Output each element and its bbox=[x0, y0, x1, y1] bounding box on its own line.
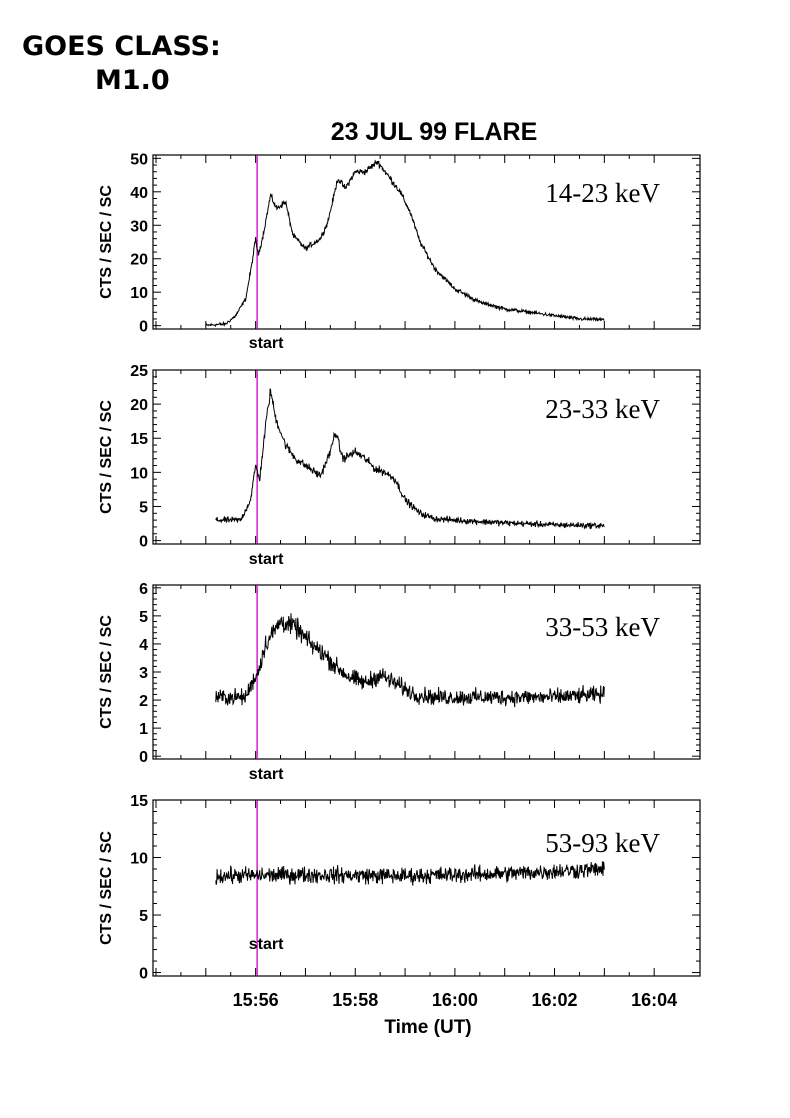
y-tick-label: 0 bbox=[139, 534, 148, 551]
y-tick-label: 25 bbox=[130, 363, 148, 380]
y-tick-label: 5 bbox=[139, 499, 148, 516]
goes-class-title: GOES CLASS: bbox=[22, 31, 221, 62]
y-tick-label: 30 bbox=[130, 218, 148, 235]
y-tick-label: 2 bbox=[139, 693, 148, 710]
y-tick-label: 0 bbox=[139, 319, 148, 336]
y-tick-label: 4 bbox=[139, 637, 148, 654]
y-tick-label: 50 bbox=[130, 151, 148, 168]
x-axis-label: Time (UT) bbox=[384, 1017, 471, 1038]
x-tick-label: 16:04 bbox=[631, 990, 677, 1010]
y-tick-label: 5 bbox=[139, 609, 148, 626]
data-trace bbox=[215, 861, 605, 886]
chart-title: 23 JUL 99 FLARE bbox=[331, 118, 538, 146]
y-tick-label: 10 bbox=[130, 285, 148, 302]
y-tick-label: 3 bbox=[139, 665, 148, 682]
goes-class-value: M1.0 bbox=[95, 65, 170, 96]
y-tick-label: 10 bbox=[130, 465, 148, 482]
y-tick-label: 0 bbox=[139, 966, 148, 983]
panel-2: 0 5 10 15 20 25 CTS / SEC / SC 23-33 keV start bbox=[98, 363, 701, 568]
y-axis-label: CTS / SEC / SC bbox=[98, 400, 115, 514]
start-marker-label: start bbox=[249, 551, 284, 568]
start-marker-label: start bbox=[249, 766, 284, 783]
y-tick-label: 6 bbox=[139, 581, 148, 598]
panel-4: 0 5 10 15 CTS / SEC / SC 53-93 keV start bbox=[98, 793, 701, 983]
y-tick-label: 15 bbox=[130, 431, 148, 448]
y-axis-label: CTS / SEC / SC bbox=[98, 831, 115, 945]
start-marker-label: start bbox=[249, 335, 284, 352]
x-tick-label: 16:02 bbox=[532, 990, 578, 1010]
y-tick-label: 1 bbox=[139, 721, 148, 738]
panel-1: 0 10 20 30 40 50 CTS / SEC / SC 14-23 keV start bbox=[98, 151, 701, 352]
panel-3: 0 1 2 3 4 5 6 CTS / SEC / SC 33-53 keV start bbox=[98, 581, 701, 783]
plot-frame bbox=[152, 154, 701, 330]
goes-class-label: GOES CLASS: M1.0 bbox=[22, 30, 221, 98]
y-axis-label: CTS / SEC / SC bbox=[98, 615, 115, 729]
plot-frame bbox=[152, 369, 701, 545]
data-trace bbox=[205, 159, 605, 328]
y-tick-label: 5 bbox=[139, 908, 148, 925]
plot-frame bbox=[152, 799, 701, 977]
band-label: 23-33 keV bbox=[545, 394, 660, 424]
y-tick-label: 10 bbox=[130, 851, 148, 868]
x-tick-label: 15:58 bbox=[332, 990, 378, 1010]
data-trace bbox=[215, 388, 605, 530]
y-tick-label: 15 bbox=[130, 793, 148, 810]
band-label: 14-23 keV bbox=[545, 178, 660, 208]
y-tick-label: 0 bbox=[139, 749, 148, 766]
y-axis-label: CTS / SEC / SC bbox=[98, 185, 115, 299]
y-tick-label: 20 bbox=[130, 397, 148, 414]
x-tick-label: 15:56 bbox=[233, 990, 279, 1010]
band-label: 53-93 keV bbox=[545, 828, 660, 858]
start-marker-label: start bbox=[249, 936, 284, 953]
band-label: 33-53 keV bbox=[545, 612, 660, 642]
data-trace bbox=[215, 613, 605, 708]
x-tick-label: 16:00 bbox=[432, 990, 478, 1010]
y-tick-label: 20 bbox=[130, 252, 148, 269]
y-tick-label: 40 bbox=[130, 185, 148, 202]
